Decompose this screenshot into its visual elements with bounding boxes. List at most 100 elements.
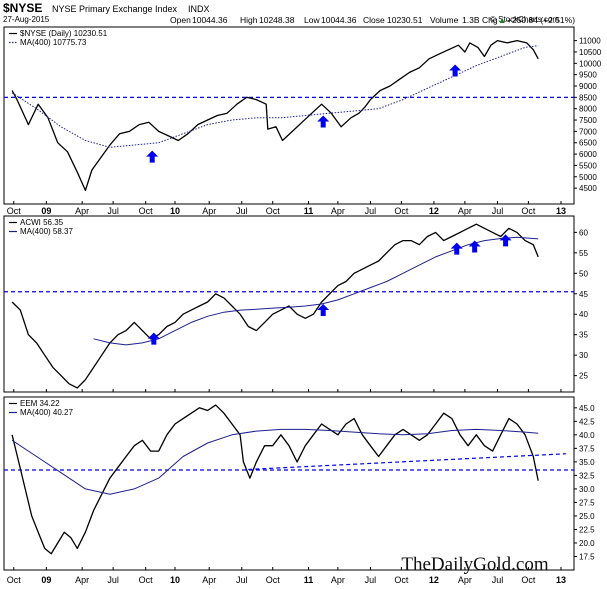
y-tick-label: 35.0 bbox=[579, 458, 595, 467]
y-tick-label: 35 bbox=[579, 331, 588, 340]
x-tick-label: Apr bbox=[202, 575, 216, 585]
y-tick-label: 9000 bbox=[579, 82, 597, 91]
x-tick-label: 09 bbox=[41, 206, 51, 216]
x-tick-label: Oct bbox=[139, 206, 154, 216]
y-tick-label: 42.5 bbox=[579, 417, 595, 426]
header-name: NYSE Primary Exchange Index bbox=[52, 4, 178, 14]
y-tick-label: 8500 bbox=[579, 93, 597, 102]
y-tick-label: 7000 bbox=[579, 127, 597, 136]
header-symbol: $NYSE bbox=[3, 1, 42, 15]
ma-line bbox=[93, 236, 539, 346]
x-tick-label: Oct bbox=[394, 575, 409, 585]
panel-3: 17.5 20.0 22.5 25.0 27.5 30.0 32.5 35.0 37.5 40.0… bbox=[3, 396, 595, 571]
x-tick-label: Jul bbox=[492, 206, 504, 216]
y-tick-label: 9500 bbox=[579, 71, 597, 80]
panel-frame bbox=[3, 215, 575, 393]
panel-frame bbox=[3, 396, 575, 571]
x-tick-label: Apr bbox=[458, 206, 472, 216]
x-tick-label: Jul bbox=[236, 206, 248, 216]
y-tick-label: 30.0 bbox=[579, 485, 595, 494]
header-exchange: INDX bbox=[188, 4, 210, 14]
header-high: 10248.38 bbox=[259, 15, 295, 25]
x-tick-label: 13 bbox=[556, 575, 566, 585]
x-tick-label: 12 bbox=[429, 575, 439, 585]
header-chg-label: Chg bbox=[482, 15, 498, 25]
x-tick-label: Apr bbox=[202, 206, 216, 216]
header-chg: +250.84 (+2.51%) bbox=[507, 15, 575, 25]
y-tick-label: 27.5 bbox=[579, 498, 595, 507]
price-line bbox=[11, 39, 539, 192]
up-arrow-icon bbox=[449, 64, 462, 77]
x-tick-label: 09 bbox=[41, 575, 51, 585]
y-tick-label: 50 bbox=[579, 269, 588, 278]
y-tick-label: 32.5 bbox=[579, 471, 595, 480]
x-tick-label: Oct bbox=[266, 575, 281, 585]
x-tick-label: Apr bbox=[331, 206, 345, 216]
y-tick-label: 17.5 bbox=[579, 552, 595, 561]
y-tick-label: 37.5 bbox=[579, 444, 595, 453]
x-tick-label: Oct bbox=[521, 575, 536, 585]
x-tick-label: 11 bbox=[304, 206, 314, 216]
x-tick-label: 11 bbox=[304, 575, 314, 585]
watermark: TheDailyGold.com bbox=[401, 554, 548, 575]
legend-label: EEM 34.22 bbox=[20, 399, 60, 408]
y-tick-label: 55 bbox=[579, 249, 588, 258]
legend-label: MA(400) 58.37 bbox=[20, 227, 73, 236]
up-arrow-icon bbox=[317, 115, 330, 128]
y-tick-label: 40.0 bbox=[579, 431, 595, 440]
legend-box bbox=[6, 399, 146, 419]
up-arrow-icon bbox=[317, 304, 330, 316]
x-tick-label: Jul bbox=[492, 575, 504, 585]
y-tick-label: 8000 bbox=[579, 105, 597, 114]
up-arrow-icon bbox=[450, 242, 463, 255]
y-tick-label: 25 bbox=[579, 372, 588, 381]
header-date: 27-Aug-2015 bbox=[3, 15, 50, 24]
x-tick-label: 10 bbox=[170, 206, 180, 216]
x-tick-label: Apr bbox=[75, 206, 89, 216]
y-tick-label: 60 bbox=[579, 228, 588, 237]
y-tick-label: 30 bbox=[579, 351, 588, 360]
y-tick-label: 10000 bbox=[579, 59, 602, 68]
header-open-label: Open bbox=[170, 15, 191, 25]
y-tick-label: 11000 bbox=[579, 37, 601, 46]
x-tick-label: Oct bbox=[139, 575, 154, 585]
y-tick-label: 6500 bbox=[579, 139, 597, 148]
panel-frame bbox=[3, 26, 575, 205]
header-high-label: High bbox=[240, 15, 258, 25]
chg-up-arrow-icon: ▲ bbox=[498, 15, 506, 25]
legend-box bbox=[6, 218, 146, 238]
x-tick-label: Apr bbox=[458, 575, 472, 585]
y-tick-label: 45.0 bbox=[579, 404, 595, 413]
y-tick-label: 45 bbox=[579, 290, 588, 299]
up-arrow-icon bbox=[468, 240, 481, 253]
up-arrow-icon bbox=[499, 234, 512, 247]
panel-1: 4500 5000 5500 6000 6500 7000 7500 8000 8500 9000… bbox=[3, 26, 602, 205]
x-tick-label: Jul bbox=[236, 575, 248, 585]
trend-line bbox=[248, 453, 566, 471]
header-low-label: Low bbox=[304, 15, 320, 25]
y-tick-label: 6000 bbox=[579, 150, 597, 159]
header-ohlc: Open 10044.36 High 10248.38 Low 10044.36… bbox=[170, 15, 575, 25]
x-tick-label: Jul bbox=[365, 575, 377, 585]
header-low: 10044.36 bbox=[321, 15, 357, 25]
x-tick-label: Jul bbox=[107, 575, 119, 585]
ma-line bbox=[11, 428, 539, 495]
legend-label: MA(400) 10775.73 bbox=[20, 38, 87, 47]
header-volume-label: Volume bbox=[430, 15, 459, 25]
y-tick-label: 40 bbox=[579, 310, 588, 319]
x-tick-label: Jul bbox=[107, 206, 119, 216]
header-open: 10044.36 bbox=[192, 15, 228, 25]
header-close-label: Close bbox=[363, 15, 385, 25]
up-arrow-icon bbox=[146, 150, 159, 163]
x-tick-label: 13 bbox=[556, 206, 566, 216]
legend-box bbox=[6, 29, 146, 49]
x-tick-label: Oct bbox=[394, 206, 409, 216]
y-tick-label: 7500 bbox=[579, 116, 597, 125]
x-tick-label: Jul bbox=[365, 206, 377, 216]
x-tick-label: Oct bbox=[266, 206, 281, 216]
y-tick-label: 10500 bbox=[579, 48, 602, 57]
up-arrow-icon bbox=[147, 332, 160, 345]
